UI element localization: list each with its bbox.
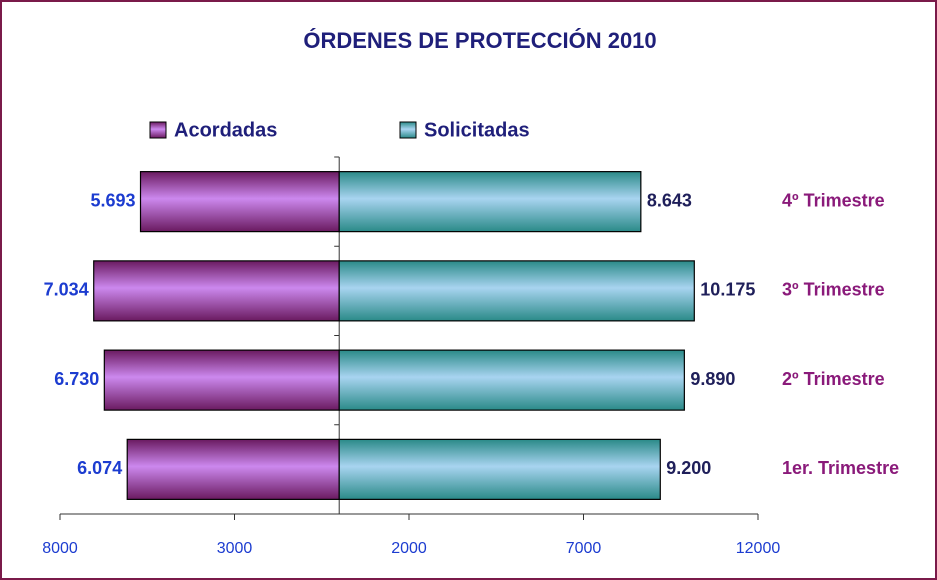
- x-tick-label: 2000: [391, 540, 427, 557]
- value-label: 9.890: [690, 369, 735, 389]
- x-tick-label: 8000: [42, 540, 78, 557]
- x-tick-label: 12000: [736, 540, 781, 557]
- value-label: 9.200: [666, 458, 711, 478]
- value-label: 5.693: [90, 190, 135, 210]
- category-label: 2º Trimestre: [782, 369, 885, 389]
- bar: [338, 349, 685, 411]
- value-label: 6.730: [54, 369, 99, 389]
- chart-title: ÓRDENES DE PROTECCIÓN 2010: [303, 28, 656, 53]
- value-label: 7.034: [44, 280, 89, 300]
- value-label: 6.074: [77, 458, 122, 478]
- bar: [338, 260, 695, 322]
- bar: [139, 171, 340, 233]
- category-label: 4º Trimestre: [782, 190, 885, 210]
- legend-swatch: [149, 121, 167, 139]
- bar: [338, 171, 642, 233]
- bar: [126, 438, 340, 500]
- legend-swatch: [399, 121, 417, 139]
- legend-label: Solicitadas: [424, 119, 530, 141]
- category-label: 1er. Trimestre: [782, 458, 899, 478]
- bar: [93, 260, 340, 322]
- x-tick-label: 3000: [217, 540, 253, 557]
- value-label: 10.175: [700, 280, 755, 300]
- value-label: 8.643: [647, 190, 692, 210]
- bar: [338, 438, 661, 500]
- legend-label: Acordadas: [174, 119, 277, 141]
- x-tick-label: 7000: [566, 540, 602, 557]
- category-label: 3º Trimestre: [782, 280, 885, 300]
- bar: [103, 349, 340, 411]
